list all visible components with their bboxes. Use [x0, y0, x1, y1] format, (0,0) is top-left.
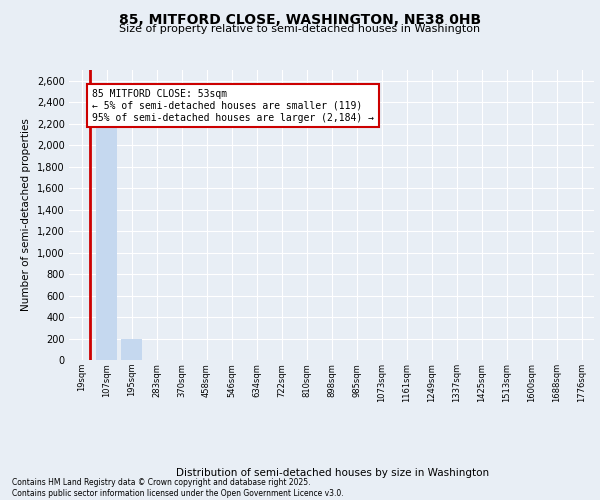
Text: Distribution of semi-detached houses by size in Washington: Distribution of semi-detached houses by …: [176, 468, 490, 477]
Text: 85, MITFORD CLOSE, WASHINGTON, NE38 0HB: 85, MITFORD CLOSE, WASHINGTON, NE38 0HB: [119, 12, 481, 26]
Text: Contains HM Land Registry data © Crown copyright and database right 2025.
Contai: Contains HM Land Registry data © Crown c…: [12, 478, 344, 498]
Y-axis label: Number of semi-detached properties: Number of semi-detached properties: [22, 118, 31, 312]
Text: Size of property relative to semi-detached houses in Washington: Size of property relative to semi-detach…: [119, 24, 481, 34]
Bar: [96, 92, 117, 360]
Bar: [121, 338, 142, 360]
Text: 85 MITFORD CLOSE: 53sqm
← 5% of semi-detached houses are smaller (119)
95% of se: 85 MITFORD CLOSE: 53sqm ← 5% of semi-det…: [92, 90, 374, 122]
